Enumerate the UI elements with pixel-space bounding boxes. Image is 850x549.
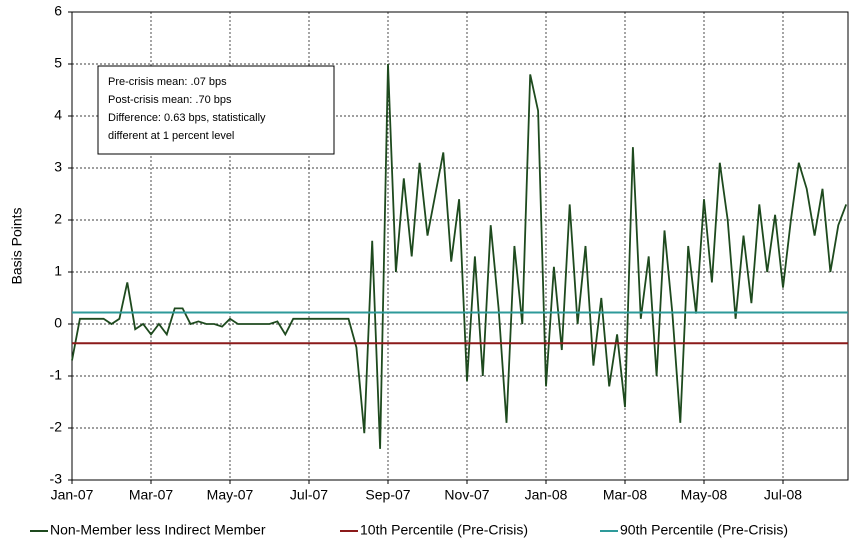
x-tick-label: Jan-08 bbox=[525, 487, 568, 503]
y-tick-label: 6 bbox=[54, 3, 62, 19]
y-tick-label: -3 bbox=[50, 471, 63, 487]
x-tick-label: Sep-07 bbox=[365, 487, 410, 503]
legend-label: Non-Member less Indirect Member bbox=[50, 522, 266, 538]
annotation-text: Pre-crisis mean: .07 bps bbox=[108, 76, 227, 88]
annotation-text: different at 1 percent level bbox=[108, 130, 234, 142]
legend-label: 10th Percentile (Pre-Crisis) bbox=[360, 522, 528, 538]
y-tick-label: 1 bbox=[54, 263, 62, 279]
y-tick-label: 4 bbox=[54, 107, 62, 123]
annotation-text: Difference: 0.63 bps, statistically bbox=[108, 112, 266, 124]
x-tick-label: Nov-07 bbox=[444, 487, 489, 503]
annotation: Pre-crisis mean: .07 bps Post-crisis mean… bbox=[97, 65, 335, 155]
y-tick-label: 3 bbox=[54, 159, 62, 175]
y-axis-label: Basis Points bbox=[9, 207, 25, 284]
y-tick-label: 5 bbox=[54, 55, 62, 71]
y-tick-label: 0 bbox=[54, 315, 62, 331]
x-tick-label: Jul-07 bbox=[290, 487, 328, 503]
x-tick-label: Mar-07 bbox=[129, 487, 174, 503]
y-tick-label: 2 bbox=[54, 211, 62, 227]
series-line bbox=[71, 63, 848, 449]
legend-label: 90th Percentile (Pre-Crisis) bbox=[620, 522, 788, 538]
x-tick-label: Jan-07 bbox=[51, 487, 94, 503]
annotation-text: Post-crisis mean: .70 bps bbox=[108, 94, 232, 106]
y-tick-label: -1 bbox=[50, 367, 63, 383]
x-tick-label: Jul-08 bbox=[764, 487, 802, 503]
x-tick-label: May-07 bbox=[207, 487, 254, 503]
x-tick-label: Mar-08 bbox=[603, 487, 648, 503]
x-tick-label: May-08 bbox=[681, 487, 728, 503]
y-tick-label: -2 bbox=[50, 419, 63, 435]
annotation-box bbox=[97, 65, 335, 155]
